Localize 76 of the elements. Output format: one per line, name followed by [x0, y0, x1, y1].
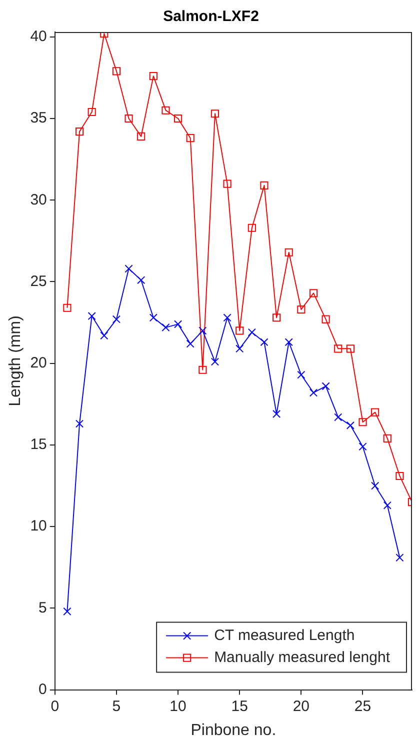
point	[198, 366, 207, 374]
y-tick-label: 25	[30, 272, 47, 290]
point	[186, 340, 194, 348]
point	[137, 132, 146, 140]
y-axis-title: Length (mm)	[7, 316, 24, 406]
point	[309, 289, 318, 298]
x-tick-label: 15	[231, 698, 248, 715]
point	[371, 408, 380, 416]
chart-title: Salmon-LXF2	[163, 8, 259, 26]
point	[149, 314, 158, 322]
y-tick-label: 0	[38, 680, 47, 698]
point	[112, 315, 120, 324]
point	[248, 328, 256, 336]
point	[223, 314, 232, 322]
point	[272, 410, 281, 418]
point	[236, 344, 244, 353]
x-tick-label: 5	[112, 698, 121, 715]
point	[174, 114, 182, 123]
point	[260, 338, 268, 346]
y-tick-label: 10	[30, 518, 47, 535]
point	[210, 358, 220, 366]
point	[396, 472, 404, 480]
y-tick-label: 15	[30, 436, 47, 454]
point	[383, 501, 392, 510]
point	[162, 106, 170, 114]
y-tick-label: 5	[38, 599, 47, 616]
point	[137, 276, 146, 284]
point	[210, 110, 220, 118]
point	[346, 344, 354, 353]
point	[75, 128, 84, 136]
y-tick-label: 35	[30, 110, 47, 127]
point	[309, 388, 318, 397]
point	[284, 338, 293, 346]
x-tick-label: 10	[170, 698, 186, 715]
point	[100, 332, 108, 340]
point	[297, 305, 306, 314]
point	[100, 32, 108, 38]
point	[149, 72, 158, 80]
point	[396, 554, 404, 562]
point	[162, 323, 170, 332]
point	[358, 442, 367, 451]
x-tick-label: 25	[354, 698, 372, 715]
point	[88, 312, 96, 320]
point	[284, 248, 293, 256]
point	[223, 180, 232, 188]
point	[322, 382, 330, 390]
point	[186, 134, 194, 142]
point	[63, 607, 72, 616]
point	[198, 326, 207, 335]
point	[260, 181, 268, 190]
legend-label: CT measured Length	[214, 626, 355, 644]
point	[174, 320, 182, 328]
x-axis-title: Pinbone no.	[190, 722, 276, 739]
y-tick-label: 40	[30, 28, 47, 46]
point	[236, 326, 244, 335]
point	[358, 418, 367, 426]
point	[124, 264, 133, 273]
point	[88, 108, 96, 116]
point	[297, 370, 306, 379]
point	[322, 315, 330, 324]
point	[63, 304, 72, 312]
x-tick-label: 0	[50, 698, 60, 715]
y-tick-label: 20	[30, 354, 47, 372]
point	[334, 344, 342, 353]
point	[346, 421, 354, 430]
x-tick-label: 20	[292, 698, 310, 715]
point	[334, 413, 342, 422]
point	[272, 314, 281, 322]
point	[371, 482, 380, 490]
y-tick-label: 30	[30, 191, 47, 208]
legend-label: Manually measured lenght	[214, 648, 391, 666]
point	[124, 114, 133, 123]
point	[248, 224, 256, 232]
point	[383, 434, 392, 442]
point	[75, 420, 84, 428]
point	[112, 67, 120, 76]
